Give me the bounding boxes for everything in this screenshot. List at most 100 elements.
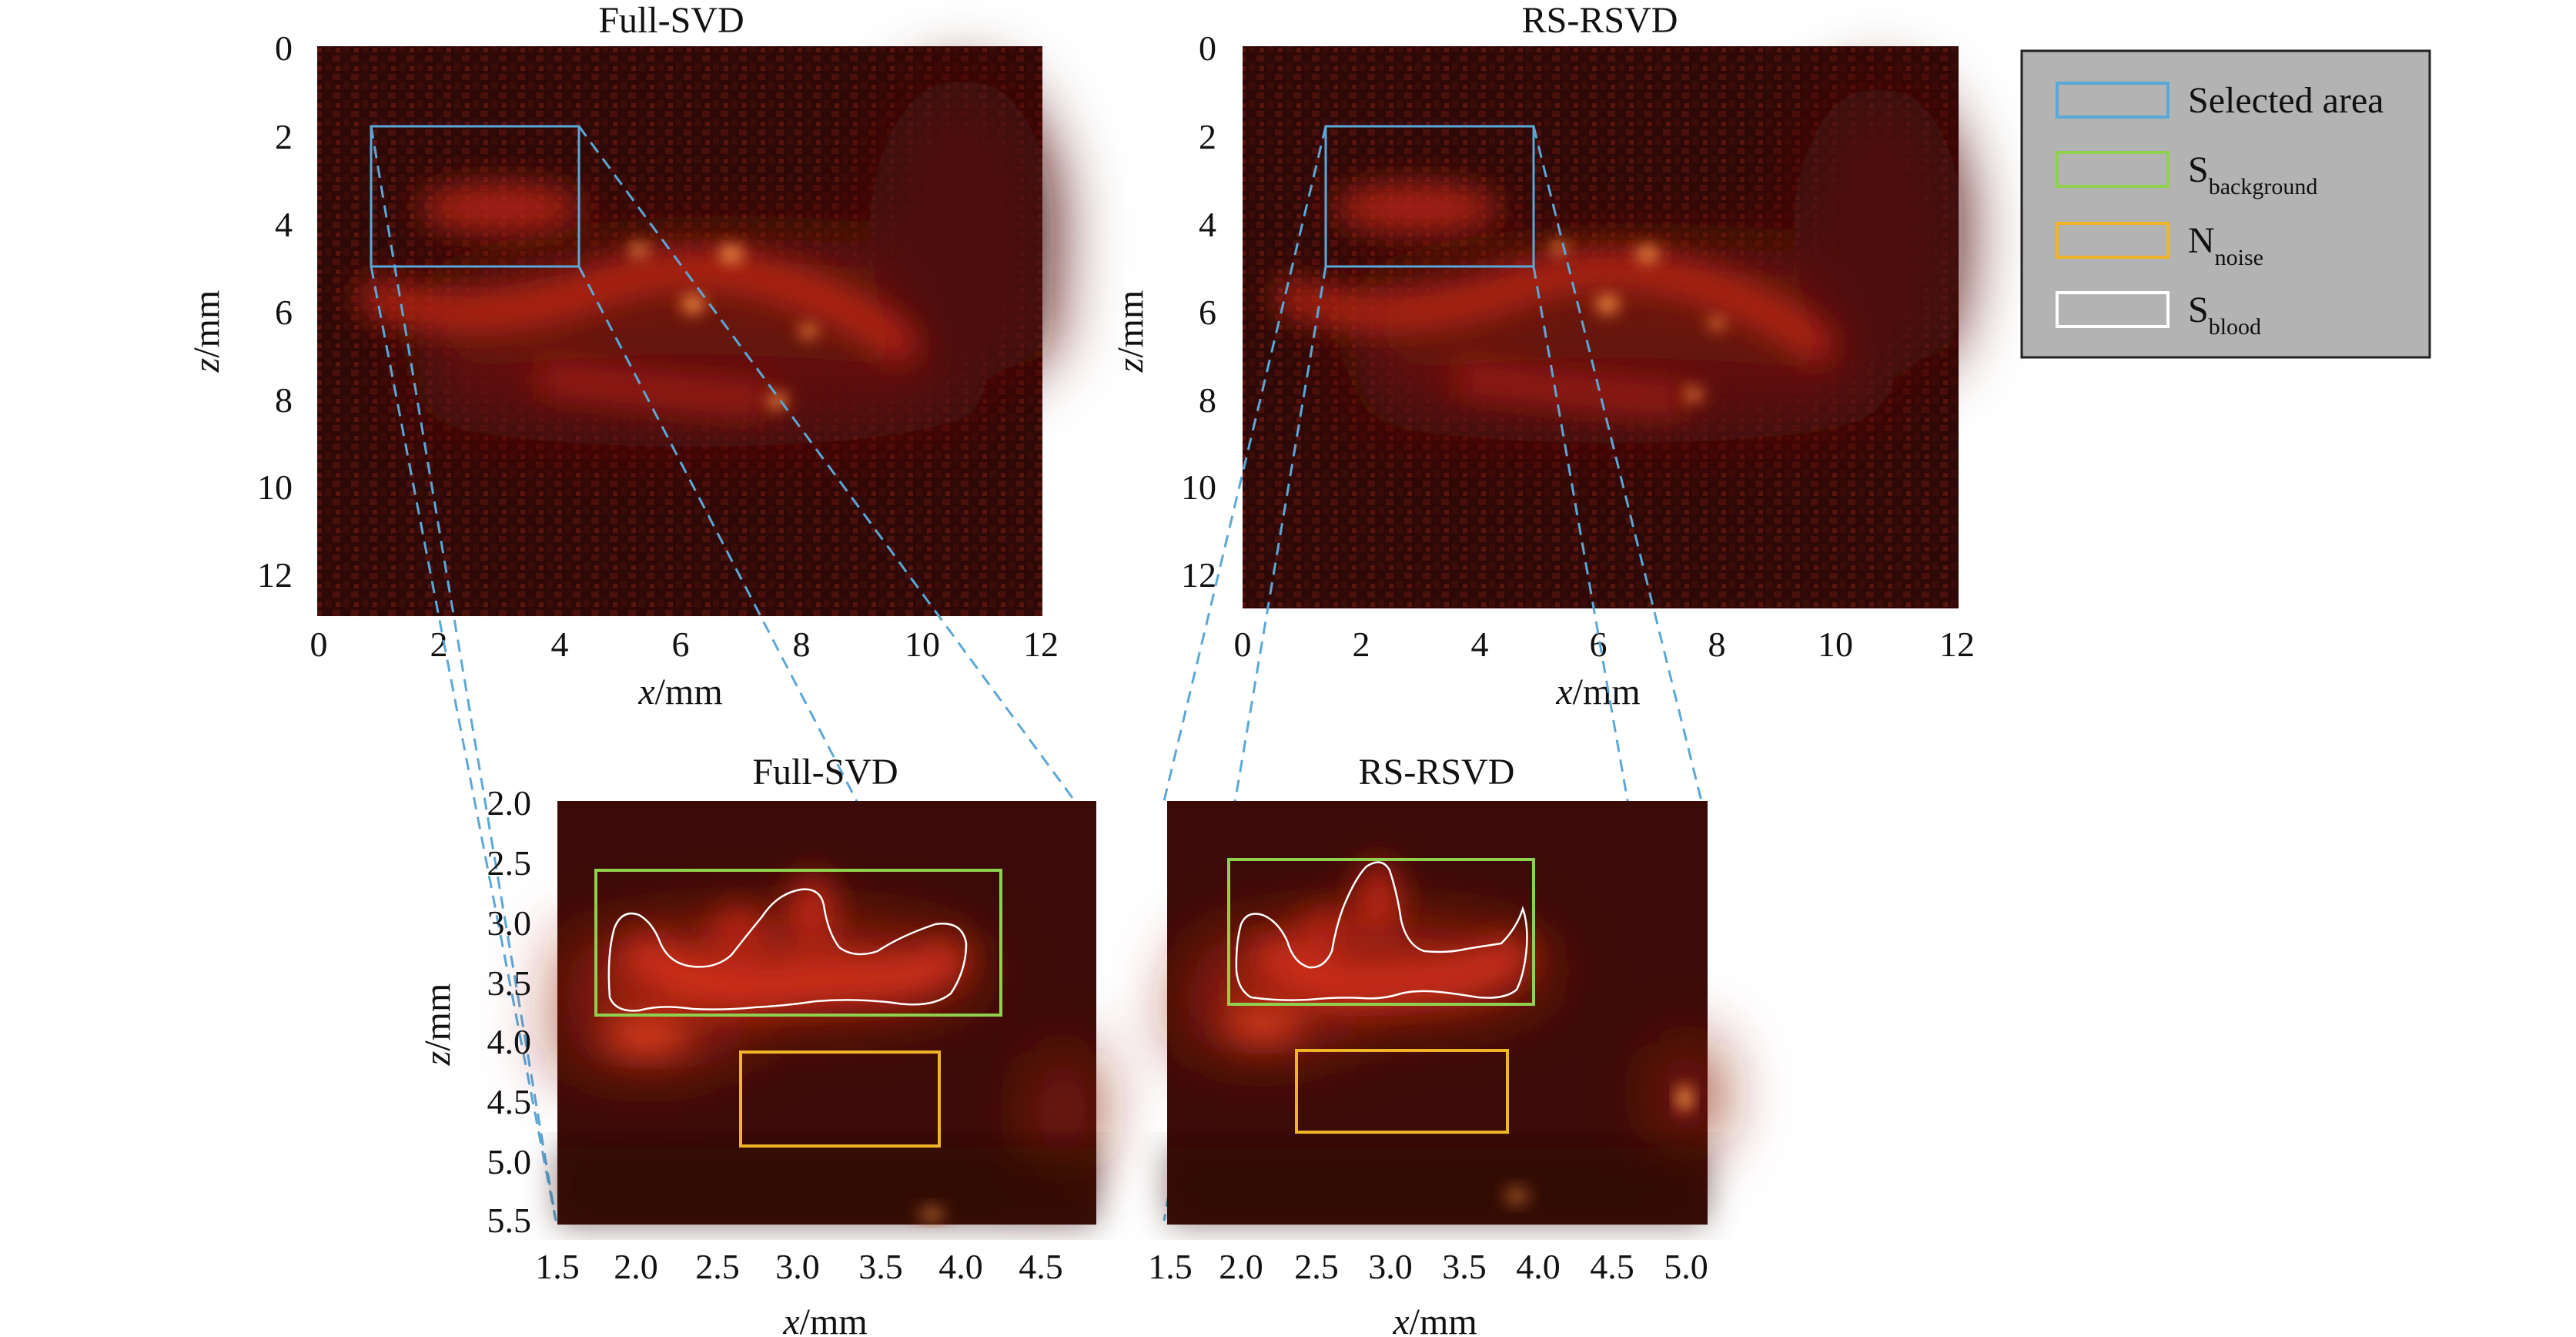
bottom-left-panel: Full-SVD 1.5 2.0 2.5 3.0 3.5 (417, 752, 1096, 1337)
y-tick: 5.5 (487, 1201, 532, 1240)
y-tick: 6 (275, 293, 293, 332)
legend-swatch (2056, 82, 2170, 119)
s-blood-contour (1235, 861, 1528, 1001)
x-tick: 4.0 (938, 1247, 983, 1286)
x-axis-ticks: 1.5 2.0 2.5 3.0 3.5 4.0 4.5 (535, 1247, 1063, 1286)
s-background-box (594, 869, 1002, 1017)
y-axis-ticks: 0 2 4 6 8 10 12 (1181, 28, 1216, 595)
x-tick: 0 (310, 625, 328, 664)
x-tick: 0 (1234, 625, 1252, 664)
y-tick: 4 (275, 205, 293, 244)
y-axis-ticks: 2.0 2.5 3.0 3.5 4.0 4.5 5.0 5.5 (487, 783, 532, 1240)
panel-title: RS-RSVD (1359, 752, 1515, 792)
panel-title: Full-SVD (598, 0, 744, 41)
x-tick: 4.5 (1590, 1247, 1634, 1286)
x-axis-label: x/mm (637, 672, 722, 712)
y-tick: 12 (1181, 555, 1216, 595)
y-tick: 3.0 (487, 903, 532, 943)
y-axis-label: z/mm (186, 290, 227, 374)
x-tick: 12 (1023, 625, 1059, 664)
y-tick: 2 (1199, 117, 1216, 156)
x-tick: 2 (430, 625, 448, 664)
y-axis-ticks: 0 2 4 6 8 10 12 (257, 28, 293, 595)
x-tick: 10 (1818, 625, 1853, 664)
ultrasound-image-rs-rsvd (1243, 46, 1963, 608)
x-tick: 4 (551, 625, 569, 664)
n-noise-box (1295, 1049, 1509, 1134)
y-tick: 12 (257, 555, 293, 595)
x-tick: 4.5 (1019, 1247, 1063, 1286)
x-tick: 2.0 (1219, 1247, 1263, 1286)
y-axis-label: z/mm (1110, 290, 1151, 374)
panel-title: RS-RSVD (1522, 0, 1678, 41)
y-tick: 4 (1199, 205, 1216, 244)
legend-item-s-blood: Sblood (2056, 290, 2261, 340)
x-tick: 12 (1939, 625, 1975, 664)
y-tick: 4.0 (487, 1022, 532, 1061)
legend-label: Nnoise (2188, 220, 2263, 270)
x-tick: 6 (672, 625, 690, 664)
y-tick: 8 (275, 380, 293, 420)
zoomed-image-rs-rsvd (1167, 801, 1717, 1225)
x-axis-ticks: 0 2 4 6 8 10 12 (310, 625, 1059, 664)
x-tick: 6 (1590, 625, 1607, 664)
legend-swatch (2056, 151, 2170, 188)
x-tick: 3.5 (1442, 1247, 1487, 1286)
top-right-panel: RS-RSVD 0 2 4 (1110, 0, 1975, 712)
y-tick: 2 (275, 117, 293, 156)
selected-area-box (1324, 125, 1535, 268)
legend-box (2020, 49, 2431, 359)
s-background-box (1227, 858, 1535, 1006)
x-tick: 3.0 (1368, 1247, 1413, 1286)
x-tick: 2.5 (695, 1247, 740, 1286)
top-left-panel: Full-SVD 0 2 4 (186, 0, 1059, 712)
y-tick: 0 (1199, 28, 1216, 68)
y-tick: 2.5 (487, 843, 532, 883)
x-tick: 1.5 (1148, 1247, 1193, 1286)
s-blood-contour (607, 888, 968, 1012)
y-tick: 10 (257, 467, 293, 507)
legend-swatch (2056, 222, 2170, 259)
zoomed-image-full-svd (547, 801, 1096, 1225)
legend-item-s-background: Sbackground (2056, 149, 2317, 199)
legend-swatch (2056, 291, 2170, 328)
x-tick: 10 (905, 625, 940, 664)
y-tick: 10 (1181, 467, 1216, 507)
bottom-right-panel: RS-RSVD 1.5 2.0 2.5 3.0 (1148, 752, 1717, 1337)
n-noise-box (739, 1050, 941, 1148)
legend-item-n-noise: Nnoise (2056, 220, 2263, 270)
legend-label: Sbackground (2188, 149, 2317, 199)
y-tick: 4.5 (487, 1082, 532, 1121)
x-tick: 2.5 (1294, 1247, 1339, 1286)
x-tick: 4.0 (1516, 1247, 1561, 1286)
x-tick: 8 (1708, 625, 1726, 664)
x-tick: 8 (793, 625, 811, 664)
legend-label: Sblood (2188, 290, 2261, 340)
y-tick: 0 (275, 28, 293, 68)
x-tick: 5.0 (1664, 1247, 1708, 1286)
x-tick: 4 (1471, 625, 1489, 664)
ultrasound-image-full-svd (317, 46, 1055, 616)
y-tick: 8 (1199, 380, 1216, 420)
y-tick: 3.5 (487, 963, 532, 1003)
y-tick: 6 (1199, 293, 1216, 332)
x-tick: 1.5 (535, 1247, 580, 1286)
y-tick: 5.0 (487, 1142, 532, 1181)
legend: Selected area Sbackground Nnoise Sblood (2020, 49, 2431, 359)
x-axis-label: x/mm (782, 1302, 867, 1337)
x-axis-ticks: 0 2 4 6 8 10 12 (1234, 625, 1975, 664)
legend-label: Selected area (2188, 80, 2384, 121)
x-axis-label: x/mm (1555, 672, 1640, 712)
x-tick: 3.5 (858, 1247, 903, 1286)
x-axis-label: x/mm (1392, 1302, 1477, 1337)
x-tick: 2 (1353, 625, 1370, 664)
y-axis-label: z/mm (417, 983, 458, 1067)
y-tick: 2.0 (487, 783, 532, 823)
panel-title: Full-SVD (752, 752, 898, 792)
legend-item-selected-area: Selected area (2056, 80, 2384, 121)
selected-area-box (370, 125, 580, 268)
x-tick: 2.0 (614, 1247, 658, 1286)
x-axis-ticks: 1.5 2.0 2.5 3.0 3.5 4.0 4.5 5.0 (1148, 1247, 1708, 1286)
x-tick: 3.0 (775, 1247, 820, 1286)
